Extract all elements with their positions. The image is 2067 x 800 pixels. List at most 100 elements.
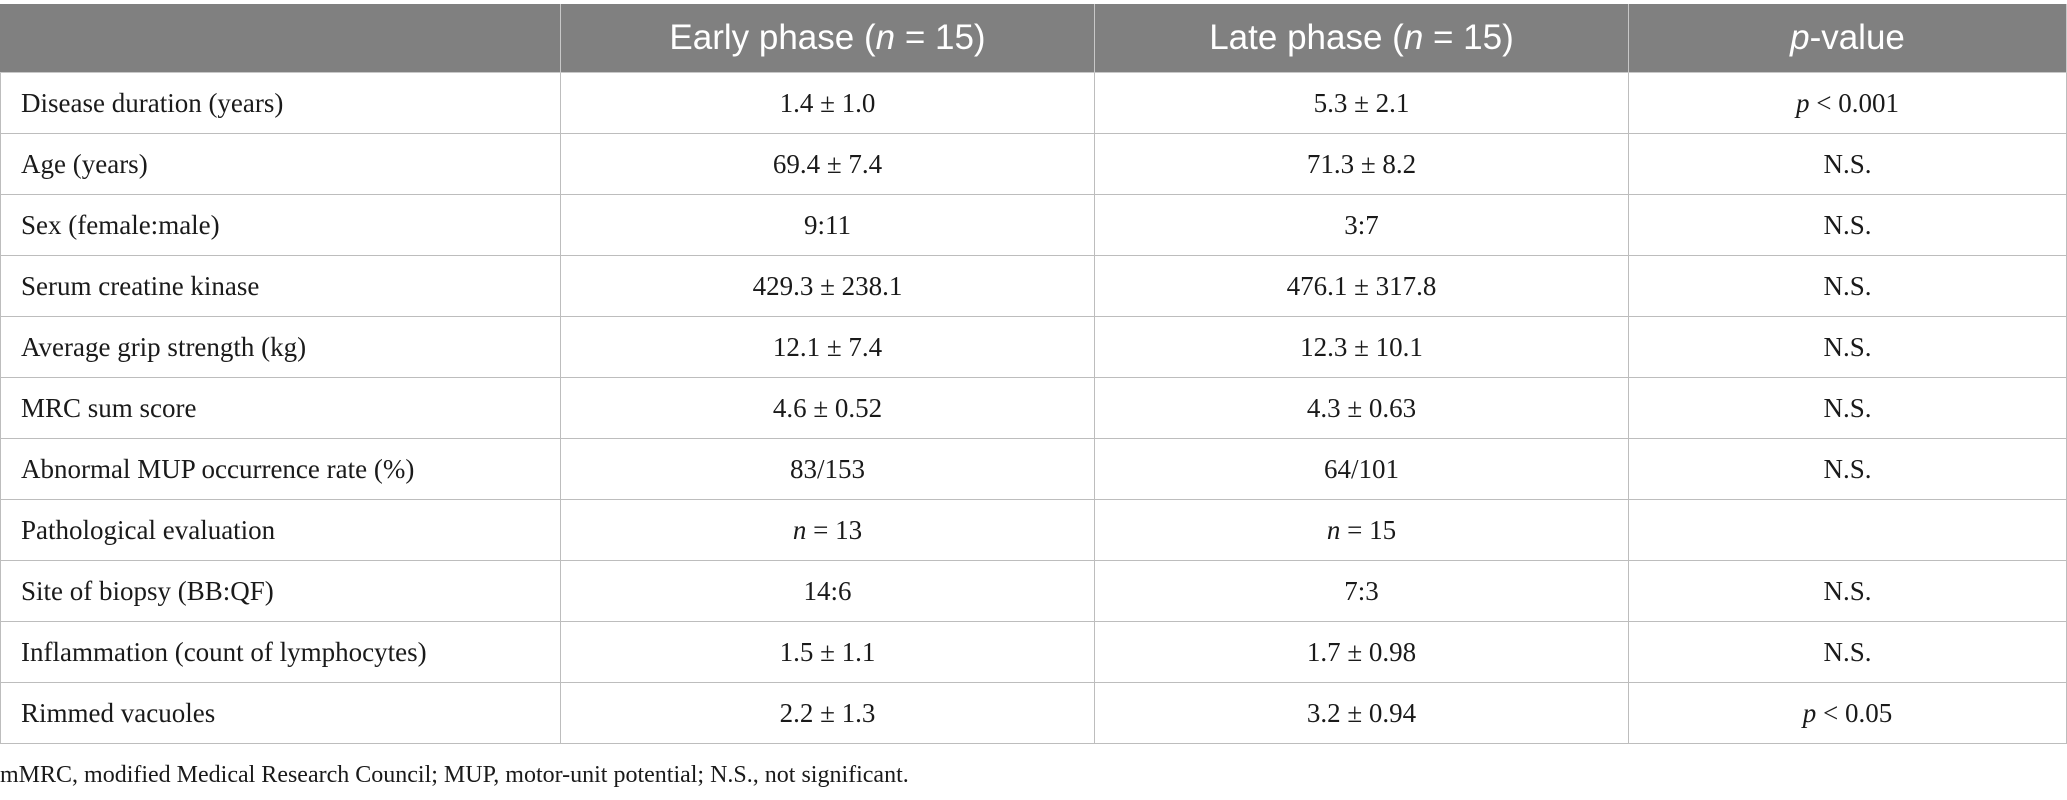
table-row: Age (years) 69.4 ± 7.4 71.3 ± 8.2 N.S. — [0, 133, 2067, 195]
table-row: Serum creatine kinase 429.3 ± 238.1 476.… — [0, 255, 2067, 317]
value-text: 1.5 ± 1.1 — [779, 636, 876, 667]
header-early-post: = 15) — [895, 18, 986, 57]
value-text: N.S. — [1823, 392, 1872, 423]
header-late-n: n — [1403, 18, 1424, 57]
value-text: N.S. — [1823, 148, 1872, 179]
late-phase-value: 5.3 ± 2.1 — [1094, 72, 1629, 134]
value-text: N.S. — [1823, 636, 1872, 667]
table-row: Sex (female:male) 9:11 3:7 N.S. — [0, 194, 2067, 256]
late-phase-value: 12.3 ± 10.1 — [1094, 316, 1629, 378]
value-italic: n — [792, 514, 807, 545]
value-text: 1.4 ± 1.0 — [779, 87, 876, 118]
early-phase-value: 69.4 ± 7.4 — [560, 133, 1095, 195]
header-row: Early phase (n = 15) Late phase (n = 15)… — [0, 4, 2067, 73]
row-label: Serum creatine kinase — [0, 255, 561, 317]
row-label: Pathological evaluation — [0, 499, 561, 561]
header-late-post: = 15) — [1423, 18, 1514, 57]
header-early-pre: Early phase ( — [669, 18, 876, 57]
p-value: N.S. — [1628, 377, 2067, 439]
header-variable — [0, 4, 561, 73]
value-text: N.S. — [1823, 575, 1872, 606]
value-text: 1.7 ± 0.98 — [1306, 636, 1417, 667]
header-early-n: n — [875, 18, 896, 57]
early-phase-value: 9:11 — [560, 194, 1095, 256]
early-phase-value: 1.4 ± 1.0 — [560, 72, 1095, 134]
table-body: Disease duration (years) 1.4 ± 1.0 5.3 ±… — [0, 72, 2067, 744]
late-phase-value: n = 15 — [1094, 499, 1629, 561]
late-phase-value: 4.3 ± 0.63 — [1094, 377, 1629, 439]
value-text: < 0.05 — [1816, 697, 1893, 728]
value-italic: p — [1796, 87, 1810, 118]
value-text: 2.2 ± 1.3 — [779, 697, 876, 728]
p-value: N.S. — [1628, 194, 2067, 256]
value-text: 83/153 — [789, 453, 865, 484]
value-text: 3.2 ± 0.94 — [1306, 697, 1417, 728]
value-text: 4.3 ± 0.63 — [1306, 392, 1417, 423]
p-value: N.S. — [1628, 438, 2067, 500]
value-text: = 15 — [1340, 514, 1397, 545]
value-text: 5.3 ± 2.1 — [1313, 87, 1410, 118]
value-text: 429.3 ± 238.1 — [752, 270, 903, 301]
late-phase-value: 1.7 ± 0.98 — [1094, 621, 1629, 683]
value-italic: n — [1326, 514, 1341, 545]
value-text: 12.3 ± 10.1 — [1300, 331, 1423, 362]
table-row: Rimmed vacuoles 2.2 ± 1.3 3.2 ± 0.94 p <… — [0, 682, 2067, 744]
row-label: Rimmed vacuoles — [0, 682, 561, 744]
late-phase-value: 71.3 ± 8.2 — [1094, 133, 1629, 195]
row-label: Average grip strength (kg) — [0, 316, 561, 378]
row-label: MRC sum score — [0, 377, 561, 439]
row-label: Disease duration (years) — [0, 72, 561, 134]
early-phase-value: 429.3 ± 238.1 — [560, 255, 1095, 317]
early-phase-value: 14:6 — [560, 560, 1095, 622]
value-text: < 0.001 — [1809, 87, 1899, 118]
value-text: 476.1 ± 317.8 — [1286, 270, 1437, 301]
value-italic: p — [1802, 697, 1817, 728]
value-text: N.S. — [1823, 331, 1872, 362]
table-row: Pathological evaluation n = 13 n = 15 — [0, 499, 2067, 561]
value-text: N.S. — [1823, 270, 1872, 301]
early-phase-value: n = 13 — [560, 499, 1095, 561]
p-value: N.S. — [1628, 133, 2067, 195]
value-text: 64/101 — [1323, 453, 1399, 484]
value-text: 12.1 ± 7.4 — [772, 331, 883, 362]
row-label: Sex (female:male) — [0, 194, 561, 256]
value-text: = 13 — [806, 514, 863, 545]
p-value: N.S. — [1628, 560, 2067, 622]
value-text: 4.6 ± 0.52 — [772, 392, 883, 423]
late-phase-value: 3:7 — [1094, 194, 1629, 256]
value-text: N.S. — [1823, 453, 1872, 484]
table-row: Disease duration (years) 1.4 ± 1.0 5.3 ±… — [0, 72, 2067, 134]
header-p-value: p-value — [1628, 4, 2067, 73]
data-table-container: Early phase (n = 15) Late phase (n = 15)… — [0, 4, 2067, 744]
late-phase-value: 3.2 ± 0.94 — [1094, 682, 1629, 744]
late-phase-value: 64/101 — [1094, 438, 1629, 500]
table-row: Site of biopsy (BB:QF) 14:6 7:3 N.S. — [0, 560, 2067, 622]
p-value — [1628, 499, 2067, 561]
header-p-post: -value — [1809, 18, 1905, 57]
early-phase-value: 4.6 ± 0.52 — [560, 377, 1095, 439]
p-value: p < 0.001 — [1628, 72, 2067, 134]
early-phase-value: 12.1 ± 7.4 — [560, 316, 1095, 378]
patient-characteristics-table: Early phase (n = 15) Late phase (n = 15)… — [0, 4, 2067, 744]
early-phase-value: 83/153 — [560, 438, 1095, 500]
value-text: 71.3 ± 8.2 — [1306, 148, 1417, 179]
p-value: N.S. — [1628, 255, 2067, 317]
early-phase-value: 1.5 ± 1.1 — [560, 621, 1095, 683]
late-phase-value: 476.1 ± 317.8 — [1094, 255, 1629, 317]
row-label: Abnormal MUP occurrence rate (%) — [0, 438, 561, 500]
value-text: 3:7 — [1344, 209, 1379, 240]
table-header: Early phase (n = 15) Late phase (n = 15)… — [0, 4, 2067, 73]
header-p-italic: p — [1790, 18, 1810, 57]
table-row: Average grip strength (kg) 12.1 ± 7.4 12… — [0, 316, 2067, 378]
row-label: Inflammation (count of lymphocytes) — [0, 621, 561, 683]
header-late-phase: Late phase (n = 15) — [1094, 4, 1629, 73]
table-footnote: mMRC, modified Medical Research Council;… — [0, 762, 909, 788]
value-text: 69.4 ± 7.4 — [772, 148, 883, 179]
table-row: Abnormal MUP occurrence rate (%) 83/153 … — [0, 438, 2067, 500]
value-text: N.S. — [1823, 209, 1872, 240]
p-value: N.S. — [1628, 621, 2067, 683]
value-text: 7:3 — [1344, 575, 1379, 606]
row-label: Age (years) — [0, 133, 561, 195]
header-early-phase: Early phase (n = 15) — [560, 4, 1095, 73]
table-row: MRC sum score 4.6 ± 0.52 4.3 ± 0.63 N.S. — [0, 377, 2067, 439]
